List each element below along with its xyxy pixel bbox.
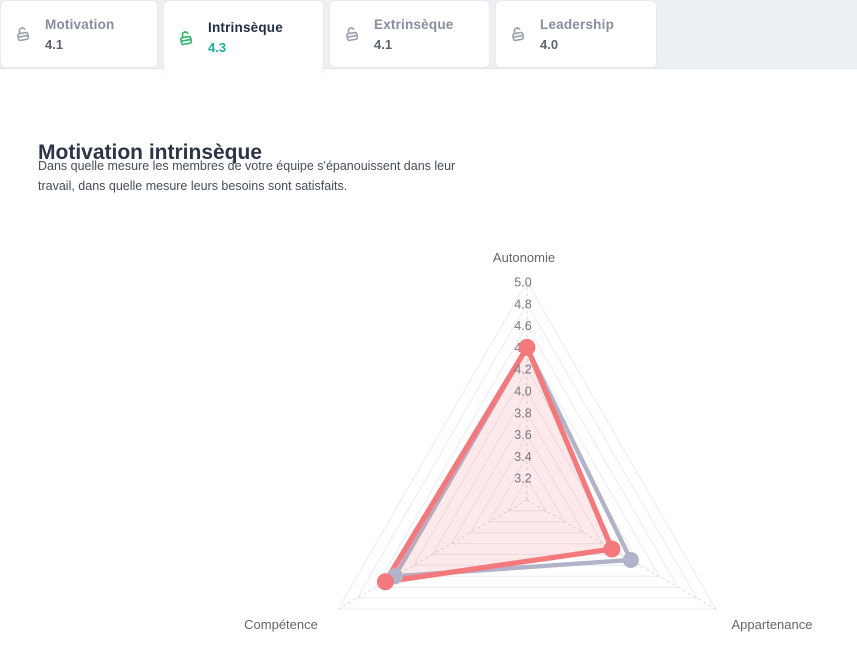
section-description-line: Dans quelle mesure les membres de votre …: [38, 159, 456, 173]
radar-tick-label: 3.2: [514, 472, 531, 486]
radar-tick-label: 4.8: [514, 297, 531, 311]
radar-series-score-red: [382, 344, 615, 585]
radar-grid-ring: [488, 455, 566, 523]
radar-axis-line: [526, 499, 717, 610]
unlock-icon: [343, 25, 361, 43]
tab-score: 4.3: [208, 40, 227, 55]
radar-tick-label: 3.4: [514, 450, 531, 464]
tab-label: Extrinsèque: [374, 16, 454, 32]
radar-data-point[interactable]: [622, 551, 639, 568]
tab-extrinseque[interactable]: Extrinsèque 4.1: [329, 0, 490, 68]
radar-data-point[interactable]: [518, 338, 536, 356]
radar-grid-ring: [450, 411, 604, 545]
radar-tick-label: 3.6: [514, 428, 531, 442]
radar-tick-label: 5.0: [514, 276, 531, 290]
tab-leadership[interactable]: Leadership 4.0: [495, 0, 657, 68]
radar-grid-ring: [469, 433, 585, 534]
radar-grid-ring: [375, 324, 679, 588]
tab-intrinseque[interactable]: Intrinsèque 4.3: [163, 0, 324, 74]
radar-axis-label: Appartenance: [732, 617, 813, 632]
radar-tick-label: 3.8: [514, 406, 531, 420]
unlock-icon: [509, 25, 527, 43]
radar-grid-ring: [337, 280, 717, 610]
tab-score: 4.1: [374, 36, 393, 52]
tab-bar-divider: [0, 68, 857, 69]
radar-axis-label: Compétence: [244, 617, 318, 632]
radar-tick-label: 4.2: [514, 363, 531, 377]
tab-score: 4.1: [45, 36, 64, 52]
radar-grid-ring: [431, 390, 623, 555]
page-title: Motivation intrinsèque: [38, 141, 263, 165]
radar-data-point[interactable]: [603, 540, 621, 558]
radar-axis-line: [337, 499, 528, 610]
radar-series-comparison-gray: [392, 345, 634, 579]
section-description: Dans quelle mesure les membres de votre …: [38, 156, 518, 196]
radar-grid-ring: [507, 477, 547, 512]
radar-data-point[interactable]: [376, 573, 394, 591]
tab-label: Leadership: [540, 16, 615, 32]
section-description-line: travail, dans quelle mesure leurs besoin…: [38, 179, 348, 193]
unlock-icon: [177, 29, 195, 47]
radar-grid-ring: [356, 302, 698, 599]
tab-motivation[interactable]: Motivation 4.1: [0, 0, 158, 68]
tab-score: 4.0: [540, 36, 559, 52]
tab-label: Intrinsèque: [208, 20, 283, 35]
radar-axis-label: Autonomie: [493, 250, 555, 265]
radar-tick-label: 4.6: [514, 319, 531, 333]
tab-label: Motivation: [45, 16, 115, 32]
unlock-icon: [14, 25, 32, 43]
radar-tick-label: 4.0: [514, 385, 531, 399]
